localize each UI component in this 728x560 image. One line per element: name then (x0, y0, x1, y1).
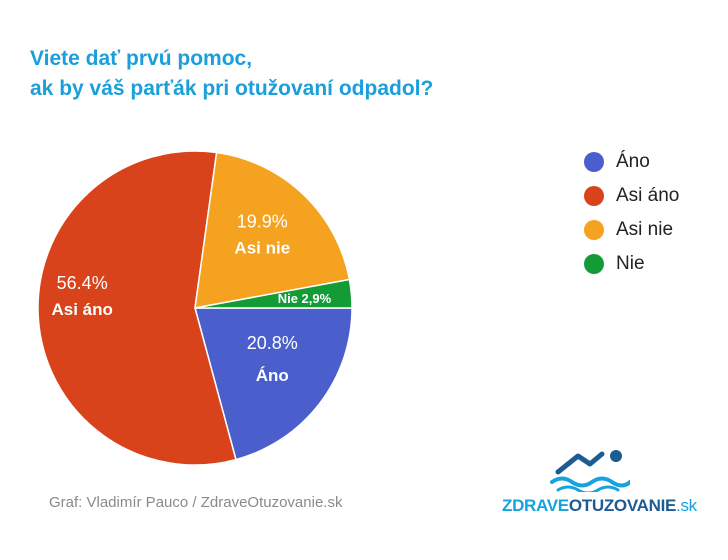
slice-category-label: Asi nie (234, 239, 290, 258)
chart-title: Viete dať prvú pomoc, ak by váš parťák p… (30, 44, 433, 104)
slice-category-label: Áno (256, 366, 289, 385)
legend-item-nie[interactable]: Nie (584, 247, 679, 281)
slice-percent-label: 20.8% (247, 333, 298, 353)
chart-title-line1: Viete dať prvú pomoc, (30, 47, 253, 70)
legend-label: Asi nie (616, 219, 674, 240)
site-logo[interactable]: ZDRAVEOTUZOVANIE.sk (502, 438, 697, 518)
logo-wordmark: ZDRAVEOTUZOVANIE.sk (502, 496, 697, 515)
legend-label: Nie (616, 253, 645, 274)
legend-swatch (584, 254, 604, 274)
slice-percent-label: 56.4% (57, 273, 108, 293)
pie-slice-áno[interactable] (194, 307, 353, 461)
slice-category-label: Asi áno (51, 300, 112, 319)
pie-slice-asi-nie[interactable] (194, 151, 351, 309)
legend-item-asi-ano[interactable]: Asi áno (584, 179, 679, 213)
chart-title-line2: ak by váš parťák pri otužovaní odpadol? (30, 77, 434, 100)
legend-label: Áno (616, 151, 650, 172)
legend-item-asi-nie[interactable]: Asi nie (584, 213, 679, 247)
legend-label: Asi áno (616, 185, 680, 206)
pie-slice-asi-áno[interactable] (37, 150, 237, 466)
legend-item-ano[interactable]: Áno (584, 145, 679, 179)
legend-swatch (584, 186, 604, 206)
chart-legend: Áno Asi áno Asi nie Nie (584, 145, 679, 281)
legend-swatch (584, 220, 604, 240)
chart-credit: Graf: Vladimír Pauco / ZdraveOtuzovanie.… (49, 494, 343, 511)
slice-percent-label: 19.9% (237, 212, 288, 232)
swimmer-icon (550, 450, 630, 492)
legend-swatch (584, 152, 604, 172)
pie-slice-nie[interactable] (194, 278, 353, 309)
slice-category-label: Nie 2,9% (278, 291, 332, 306)
